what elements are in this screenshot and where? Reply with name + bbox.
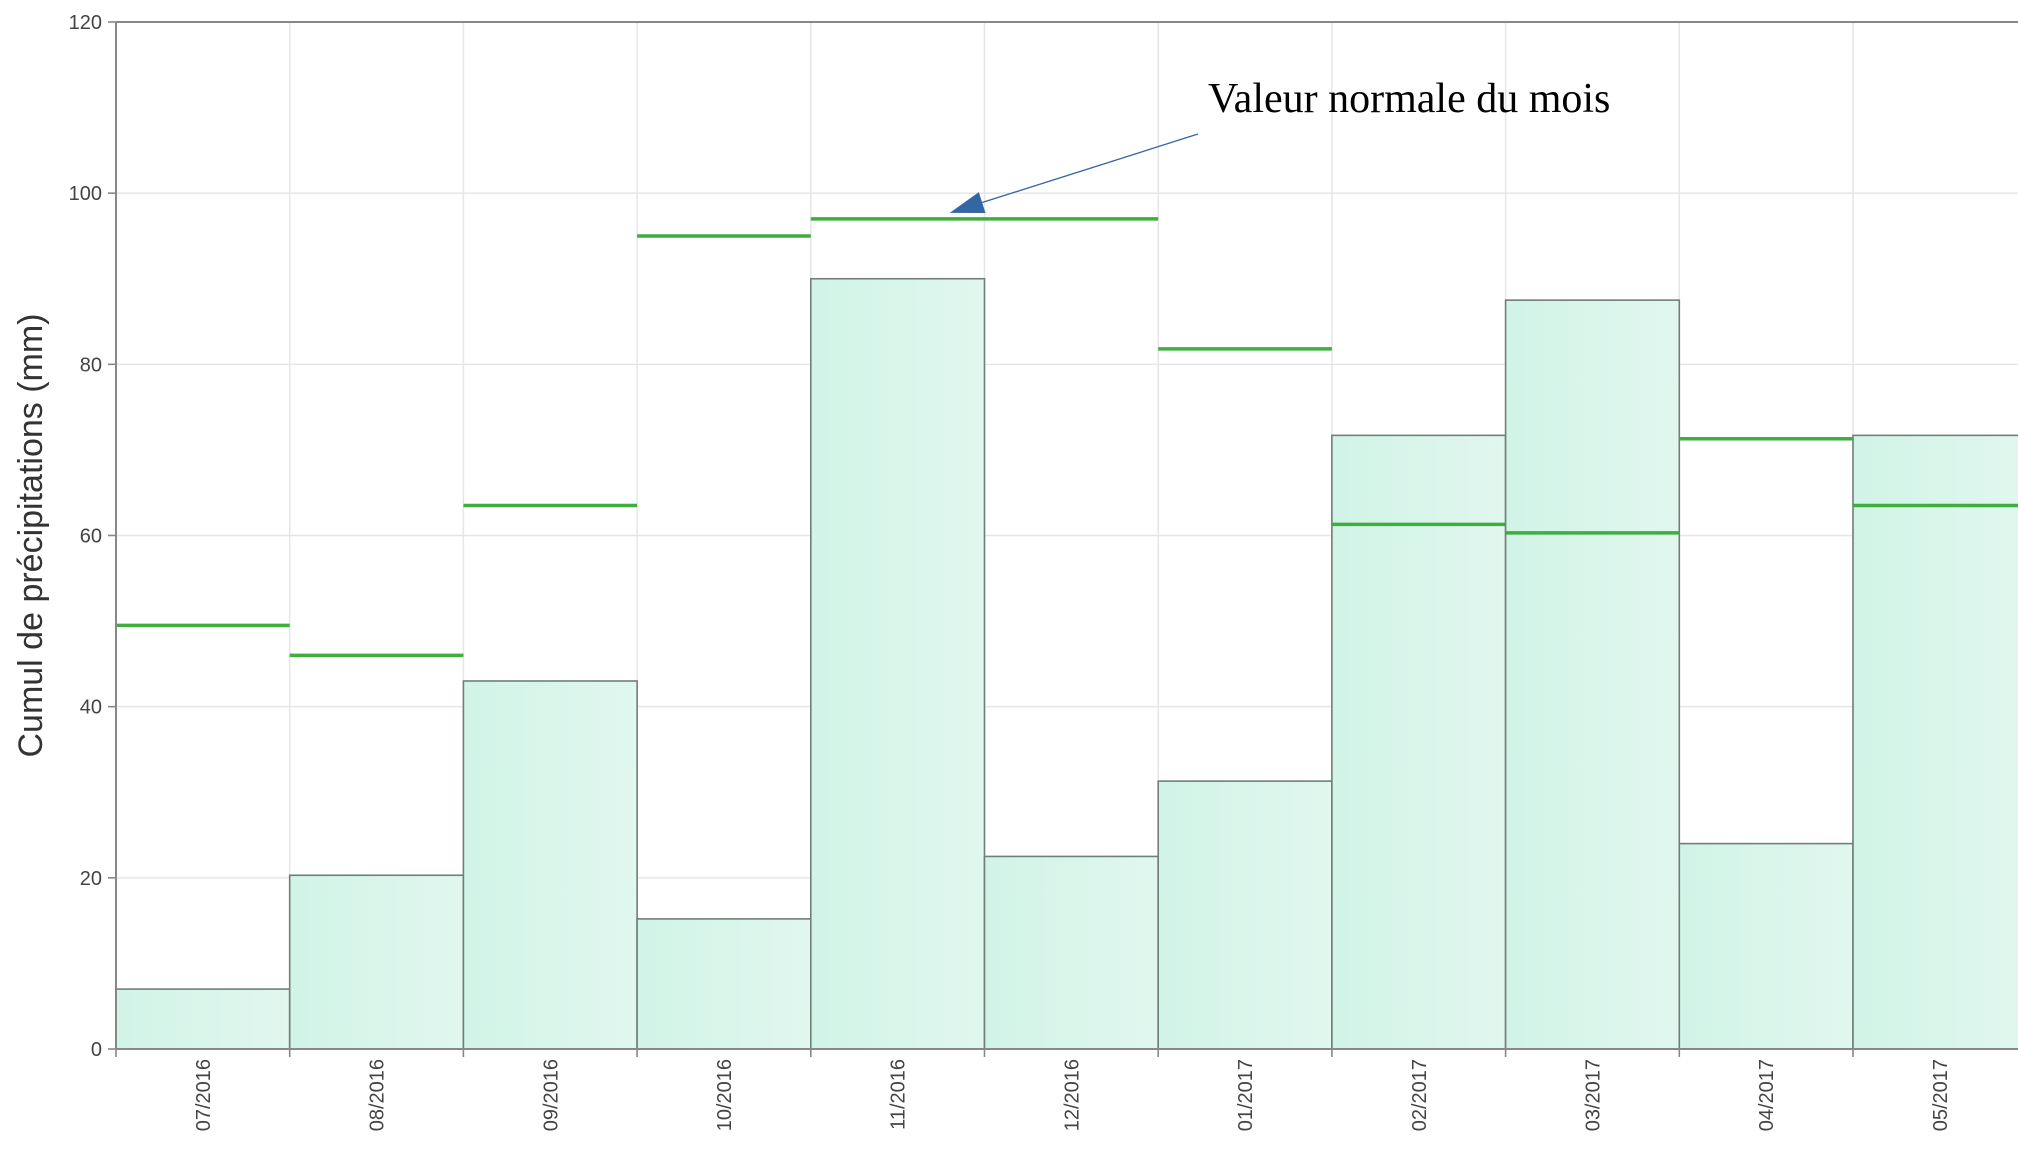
bars xyxy=(115,277,2018,1050)
x-tick-label: 04/2017 xyxy=(1756,1059,1778,1131)
x-tick-label: 03/2017 xyxy=(1582,1059,1604,1131)
y-tick-labels: 0 20 40 60 80 100 120 xyxy=(69,12,102,1061)
y-tick-label: 120 xyxy=(69,12,102,34)
arrow-head xyxy=(949,192,986,214)
x-tick-label: 01/2017 xyxy=(1235,1059,1257,1131)
y-tick-label: 60 xyxy=(80,526,102,548)
bar-09/2016 xyxy=(462,680,638,1050)
x-tick-labels: 07/2016 08/2016 09/2016 10/2016 11/2016 12/20… xyxy=(193,1059,1952,1131)
bar-03/2017 xyxy=(1504,299,1681,1050)
bar-12/2016 xyxy=(983,855,1159,1050)
x-tick-label: 07/2016 xyxy=(193,1059,215,1131)
normal-value-lines xyxy=(116,217,2018,658)
x-tick-label: 08/2016 xyxy=(367,1059,389,1131)
x-tick-label: 10/2016 xyxy=(714,1059,736,1131)
y-tick-label: 100 xyxy=(69,183,102,205)
y-tick-label: 80 xyxy=(80,354,102,376)
bar-11/2016 xyxy=(809,277,986,1050)
axes xyxy=(108,21,2018,1057)
y-tick-label: 20 xyxy=(80,868,102,890)
y-axis-title: Cumul de précipitations (mm) xyxy=(12,313,50,757)
bar-04/2017 xyxy=(1678,842,1854,1050)
y-tick-label: 0 xyxy=(91,1039,102,1061)
bar-08/2016 xyxy=(288,874,465,1050)
bar-10/2016 xyxy=(636,918,812,1050)
bar-01/2017 xyxy=(1157,780,1333,1050)
x-tick-label: 02/2017 xyxy=(1409,1059,1431,1131)
y-tick-label: 40 xyxy=(80,697,102,719)
x-tick-label: 12/2016 xyxy=(1061,1059,1083,1131)
bar-05/2017 xyxy=(1852,434,2018,1050)
x-tick-label: 11/2016 xyxy=(888,1059,910,1130)
bar-02/2017 xyxy=(1331,434,1507,1050)
annotation-label: Valeur normale du mois xyxy=(1208,76,1610,122)
bar-07/2016 xyxy=(115,988,291,1050)
annotation-arrow xyxy=(949,133,1199,214)
arrow-shaft xyxy=(981,133,1199,204)
x-tick-label: 05/2017 xyxy=(1930,1059,1952,1131)
x-tick-label: 09/2016 xyxy=(540,1059,562,1131)
